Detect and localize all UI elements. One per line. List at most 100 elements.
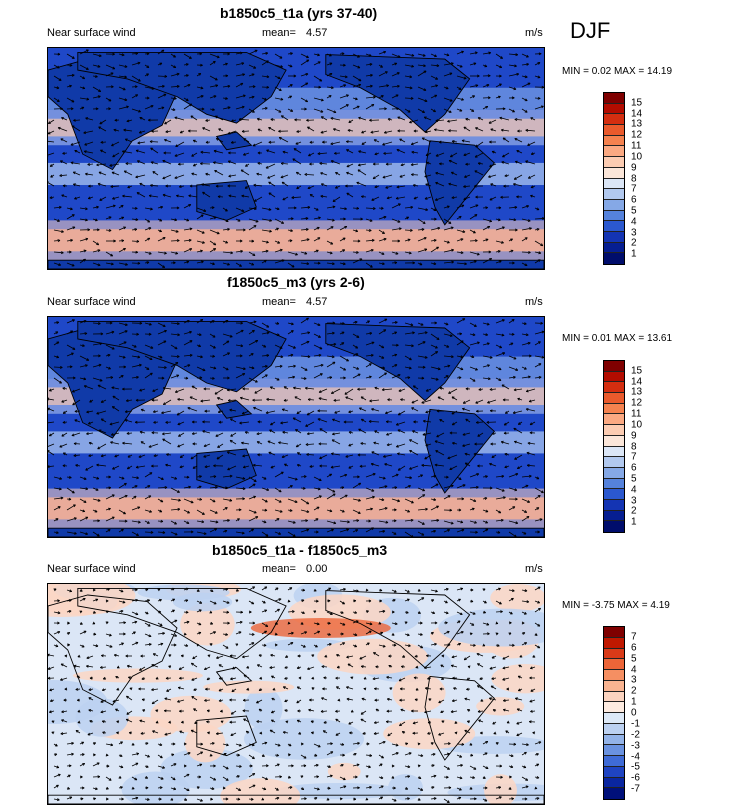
colorbar-tick-label: 1 bbox=[631, 696, 637, 708]
colorbar-tick-label: 1 bbox=[631, 516, 637, 528]
colorbar-swatch bbox=[604, 93, 624, 104]
colorbar-tick-label: -1 bbox=[631, 718, 640, 730]
colorbar-swatch bbox=[604, 691, 624, 703]
colorbar-tick-label: 8 bbox=[631, 173, 637, 184]
colorbar-swatch bbox=[604, 713, 624, 724]
colorbar-tick-label: 13 bbox=[631, 386, 643, 398]
panel-1-variable-label: Near surface wind bbox=[47, 27, 136, 39]
panel-3-variable-label: Near surface wind bbox=[47, 563, 136, 575]
colorbar-tick-label: 8 bbox=[631, 441, 637, 452]
colorbar-swatch bbox=[604, 114, 624, 126]
panel-3-title: b1850c5_t1a - f1850c5_m3 bbox=[212, 542, 388, 558]
colorbar-tick-label: 4 bbox=[631, 216, 637, 228]
colorbar-tick-label: 13 bbox=[631, 118, 643, 130]
colorbar-swatch bbox=[604, 403, 624, 415]
panel-2-units: m/s bbox=[525, 296, 543, 308]
colorbar-swatch bbox=[604, 637, 624, 649]
colorbar-swatch bbox=[604, 648, 624, 660]
colorbar-swatch bbox=[604, 167, 624, 179]
colorbar-tick-label: 3 bbox=[631, 495, 637, 507]
colorbar-tick-label: 11 bbox=[631, 140, 642, 152]
colorbar-swatch bbox=[604, 745, 624, 756]
colorbar-tick-label: -5 bbox=[631, 761, 640, 773]
colorbar-tick-label: 14 bbox=[631, 108, 643, 120]
colorbar-tick-label: 9 bbox=[631, 162, 637, 174]
panel-1-wind-map bbox=[47, 47, 545, 270]
panel-2-wind-map bbox=[47, 316, 545, 538]
colorbar-swatch bbox=[604, 253, 624, 264]
colorbar-swatch bbox=[604, 157, 624, 168]
panel-1-units: m/s bbox=[525, 27, 543, 39]
colorbar-tick-label: 7 bbox=[631, 183, 637, 195]
panel-1-minmax: MIN = 0.02 MAX = 14.19 bbox=[562, 66, 673, 77]
colorbar-tick-label: 5 bbox=[631, 653, 637, 665]
colorbar-swatch bbox=[604, 702, 624, 713]
panel-2-mean-label: mean= bbox=[262, 296, 296, 308]
colorbar-tick-label: -6 bbox=[631, 772, 640, 784]
colorbar-swatch bbox=[604, 210, 624, 222]
panel-2-colorbar bbox=[603, 360, 625, 533]
panel-2-variable-label: Near surface wind bbox=[47, 296, 136, 308]
colorbar-tick-label: 4 bbox=[631, 484, 637, 496]
colorbar-swatch bbox=[604, 766, 624, 778]
colorbar-swatch bbox=[604, 361, 624, 372]
colorbar-tick-label: 10 bbox=[631, 151, 643, 163]
colorbar-swatch bbox=[604, 467, 624, 479]
colorbar-tick-label: 5 bbox=[631, 473, 637, 485]
colorbar-swatch bbox=[604, 178, 624, 190]
colorbar-swatch bbox=[604, 521, 624, 532]
colorbar-swatch bbox=[604, 510, 624, 522]
colorbar-tick-label: 2 bbox=[631, 505, 637, 517]
colorbar-tick-label: 4 bbox=[631, 664, 637, 675]
colorbar-swatch bbox=[604, 680, 624, 692]
colorbar-swatch bbox=[604, 788, 624, 799]
colorbar-tick-label: 6 bbox=[631, 194, 637, 206]
colorbar-swatch bbox=[604, 221, 624, 232]
colorbar-tick-label: 2 bbox=[631, 685, 637, 697]
colorbar-swatch bbox=[604, 414, 624, 426]
colorbar-tick-label: -2 bbox=[631, 729, 640, 741]
colorbar-swatch bbox=[604, 627, 624, 638]
colorbar-tick-label: 7 bbox=[631, 631, 637, 643]
colorbar-swatch bbox=[604, 242, 624, 254]
colorbar-tick-label: 2 bbox=[631, 237, 637, 249]
colorbar-swatch bbox=[604, 734, 624, 746]
colorbar-swatch bbox=[604, 478, 624, 490]
panel-3-mean-value: 0.00 bbox=[306, 563, 328, 575]
colorbar-tick-label: 6 bbox=[631, 462, 637, 474]
colorbar-swatch bbox=[604, 425, 624, 436]
colorbar-swatch bbox=[604, 125, 624, 136]
colorbar-swatch bbox=[604, 499, 624, 511]
colorbar-tick-label: 15 bbox=[631, 365, 643, 377]
colorbar-tick-label: 3 bbox=[631, 227, 637, 239]
panel-3-units: m/s bbox=[525, 563, 543, 575]
panel-3-wind-diff-map bbox=[47, 583, 545, 805]
colorbar-swatch bbox=[604, 103, 624, 115]
colorbar-swatch bbox=[604, 756, 624, 767]
colorbar-swatch bbox=[604, 489, 624, 500]
panel-2-minmax: MIN = 0.01 MAX = 13.61 bbox=[562, 333, 673, 344]
colorbar-tick-label: 14 bbox=[631, 376, 643, 388]
colorbar-tick-label: 10 bbox=[631, 419, 643, 431]
colorbar-tick-label: 12 bbox=[631, 129, 643, 141]
colorbar-tick-label: 9 bbox=[631, 430, 637, 442]
colorbar-swatch bbox=[604, 146, 624, 158]
panel-2-title: f1850c5_m3 (yrs 2-6) bbox=[227, 274, 365, 290]
colorbar-swatch bbox=[604, 393, 624, 404]
colorbar-swatch bbox=[604, 382, 624, 394]
colorbar-swatch bbox=[604, 457, 624, 468]
colorbar-tick-label: 12 bbox=[631, 397, 643, 409]
colorbar-tick-label: 15 bbox=[631, 97, 643, 109]
colorbar-swatch bbox=[604, 777, 624, 789]
colorbar-swatch bbox=[604, 659, 624, 670]
panel-1-colorbar bbox=[603, 92, 625, 265]
season-label: DJF bbox=[570, 18, 611, 43]
colorbar-tick-label: 0 bbox=[631, 707, 637, 719]
colorbar-tick-label: 3 bbox=[631, 674, 637, 686]
colorbar-tick-label: -3 bbox=[631, 740, 640, 752]
colorbar-swatch bbox=[604, 446, 624, 458]
panel-3-colorbar bbox=[603, 626, 625, 800]
colorbar-swatch bbox=[604, 199, 624, 211]
colorbar-tick-label: 7 bbox=[631, 451, 637, 463]
colorbar-swatch bbox=[604, 435, 624, 447]
